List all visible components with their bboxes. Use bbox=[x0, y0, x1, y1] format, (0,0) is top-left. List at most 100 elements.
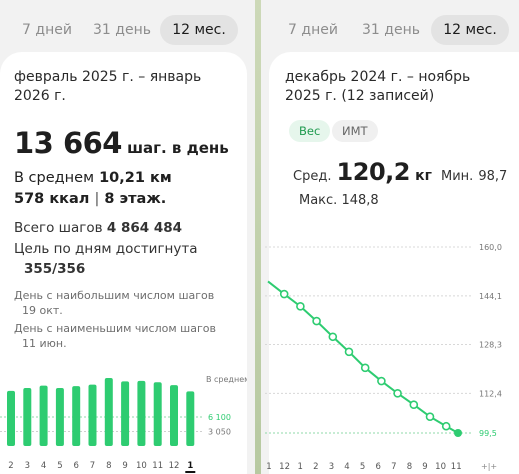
weight-line bbox=[267, 280, 459, 434]
weight-point bbox=[377, 376, 386, 386]
max-day-label: День с наибольшим числом шагов bbox=[14, 289, 215, 302]
weight-point bbox=[360, 363, 370, 373]
min-day-value: 11 июн. bbox=[22, 337, 67, 350]
steps-bar bbox=[39, 385, 48, 446]
tab-12-months[interactable]: 12 мес. bbox=[160, 15, 238, 45]
steps-bar bbox=[121, 381, 130, 446]
x-tick-label: 9 bbox=[422, 462, 427, 472]
total-steps-row: Всего шагов 4 864 484 bbox=[14, 220, 182, 236]
x-tick-label: 2 bbox=[313, 462, 318, 472]
x-tick-label: 7 bbox=[391, 462, 396, 472]
steps-bar bbox=[23, 388, 32, 446]
daily-steps-unit: шаг. в день bbox=[127, 139, 229, 157]
weight-point bbox=[425, 412, 435, 422]
max-label: Макс. bbox=[299, 193, 338, 208]
weight-panel: 7 дней 31 день 12 мес. декабрь 2024 г. –… bbox=[261, 0, 519, 474]
x-tick-label: 8 bbox=[106, 461, 111, 471]
x-tick-label: 1 bbox=[187, 461, 193, 471]
x-tick-label: 11 bbox=[451, 462, 462, 472]
x-tick-label: 1 bbox=[266, 462, 271, 472]
total-steps-value: 4 864 484 bbox=[106, 220, 183, 236]
max-day-value: 19 окт. bbox=[22, 304, 63, 317]
steps-bar bbox=[186, 391, 195, 446]
y-tick-label: 128,3 bbox=[479, 340, 502, 349]
chart-extra-label: +|+ bbox=[481, 462, 497, 471]
steps-bar bbox=[7, 390, 15, 446]
y-tick-label: 112,4 bbox=[479, 389, 502, 398]
steps-bar bbox=[104, 378, 113, 446]
y-tick-label: 144,1 bbox=[479, 292, 502, 301]
avg-distance-value: 10,21 км bbox=[99, 170, 172, 186]
y-tick-label: 99,5 bbox=[479, 429, 497, 438]
x-tick-label: 7 bbox=[90, 461, 95, 471]
x-tick-label: 11 bbox=[152, 461, 163, 471]
x-tick-label: 1 bbox=[297, 462, 302, 472]
steps-bar-chart: В среднем 6 100 3 050 2 3 4 5 6 7 8 9 10 11 12 1 bbox=[0, 375, 247, 473]
floors-value: 8 этаж. bbox=[104, 191, 167, 207]
weight-point bbox=[409, 400, 419, 410]
avg-distance-row: В среднем 10,21 км bbox=[14, 170, 172, 186]
daily-steps-value: 13 664 bbox=[14, 126, 123, 160]
x-tick-label: 8 bbox=[407, 462, 412, 472]
weight-point bbox=[441, 421, 451, 431]
x-tick-label: 4 bbox=[41, 461, 46, 471]
chip-weight[interactable]: Вес bbox=[289, 120, 331, 142]
weight-point bbox=[312, 316, 321, 326]
weight-average-row: Сред. 120,2 кг Мин. 98,7 bbox=[293, 158, 507, 186]
x-tick-label: 10 bbox=[136, 461, 147, 471]
tab-7-days[interactable]: 7 дней bbox=[288, 22, 338, 38]
weight-max-row: Макс. 148,8 bbox=[299, 193, 379, 208]
daily-steps-summary: 13 664 шаг. в день bbox=[14, 126, 229, 160]
tab-7-days[interactable]: 7 дней bbox=[22, 22, 72, 38]
energy-row: 578 ккал | 8 этаж. bbox=[14, 191, 167, 207]
x-tick-label: 12 bbox=[279, 462, 290, 472]
period-tabs: 7 дней 31 день 12 мес. bbox=[0, 15, 255, 45]
reference-label: 3 050 bbox=[208, 428, 231, 437]
calories-value: 578 ккал bbox=[14, 191, 90, 207]
y-tick-label: 160,0 bbox=[479, 243, 502, 252]
weight-card: декабрь 2024 г. – ноябрь 2025 г. (12 зап… bbox=[269, 52, 519, 474]
avg-unit: кг bbox=[415, 168, 432, 184]
min-day-label: День с наименьшим числом шагов bbox=[14, 322, 216, 335]
x-tick-label: 6 bbox=[375, 462, 380, 472]
weight-point bbox=[279, 289, 289, 299]
steps-bar bbox=[55, 388, 64, 446]
x-tick-label: 3 bbox=[25, 461, 30, 471]
x-tick-label: 5 bbox=[57, 461, 62, 471]
steps-bar bbox=[137, 380, 146, 446]
chip-bmi[interactable]: ИМТ bbox=[332, 120, 378, 142]
reference-label: 6 100 bbox=[208, 413, 231, 422]
period-range: декабрь 2024 г. – ноябрь 2025 г. (12 зап… bbox=[285, 69, 471, 104]
x-tick-label: 12 bbox=[169, 461, 180, 471]
x-tick-label: 10 bbox=[435, 462, 446, 472]
weight-point bbox=[344, 347, 354, 357]
min-value: 98,7 bbox=[478, 169, 508, 184]
x-tick-label: 4 bbox=[344, 462, 349, 472]
x-tick-label: 6 bbox=[73, 461, 78, 471]
x-tick-label: 5 bbox=[360, 462, 365, 472]
goal-label: Цель по дням достигнута bbox=[14, 241, 198, 257]
weight-point-latest bbox=[454, 429, 462, 437]
max-value: 148,8 bbox=[341, 193, 379, 208]
panel-divider bbox=[255, 0, 261, 474]
goal-value: 355/356 bbox=[24, 261, 86, 277]
period-tabs: 7 дней 31 день 12 мес. bbox=[261, 15, 519, 45]
avg-value: 120,2 bbox=[336, 158, 411, 186]
steps-bar bbox=[72, 386, 81, 446]
tab-31-days[interactable]: 31 день bbox=[93, 22, 151, 38]
period-range: февраль 2025 г. – январь 2026 г. bbox=[14, 69, 202, 104]
total-steps-label: Всего шагов bbox=[14, 220, 103, 236]
weight-point bbox=[296, 302, 305, 311]
tab-12-months[interactable]: 12 мес. bbox=[431, 15, 509, 45]
steps-panel: 7 дней 31 день 12 мес. февраль 2025 г. –… bbox=[0, 0, 255, 474]
weight-point bbox=[328, 332, 338, 342]
tab-31-days[interactable]: 31 день bbox=[362, 22, 420, 38]
steps-bar bbox=[88, 384, 97, 446]
avg-distance-label: В среднем bbox=[14, 170, 95, 186]
weight-point bbox=[393, 389, 402, 398]
x-tick-label: 2 bbox=[8, 461, 13, 471]
steps-bar bbox=[170, 385, 178, 446]
steps-bar bbox=[153, 382, 162, 446]
x-tick-label: 9 bbox=[122, 461, 127, 471]
